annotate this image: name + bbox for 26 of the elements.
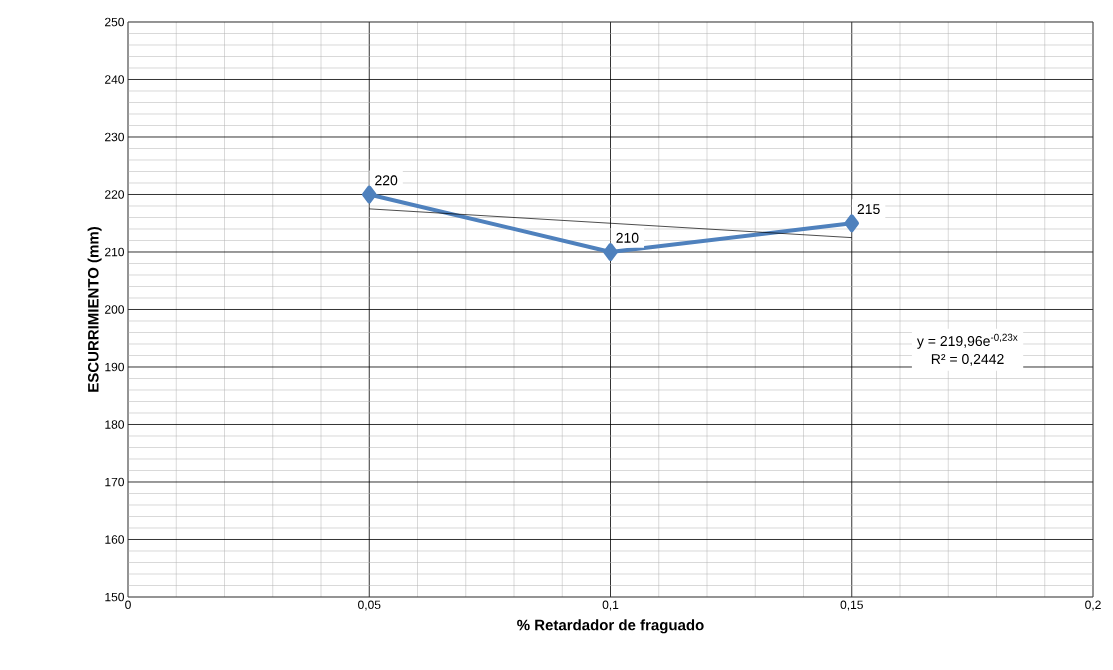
y-tick-label: 240 xyxy=(105,75,124,84)
y-tick-label: 220 xyxy=(105,190,124,199)
point xyxy=(362,185,377,204)
data-label: 220 xyxy=(375,175,398,186)
annotation: R² = 0,2442 xyxy=(931,354,1004,366)
y-tick-label: 150 xyxy=(105,592,124,602)
point xyxy=(844,214,860,233)
y-axis-title: ESCURRIMIENTO (mm) xyxy=(87,227,102,392)
y-tick-label: 160 xyxy=(105,535,124,544)
point xyxy=(603,243,618,261)
data-label: 215 xyxy=(857,204,880,215)
x-tick-label: 0,1 xyxy=(602,600,619,611)
y-tick-label: 210 xyxy=(105,247,124,257)
x-tick-label: 0 xyxy=(125,600,131,610)
y-tick-label: 170 xyxy=(105,477,124,487)
x-tick-label: 0,05 xyxy=(358,600,381,611)
x-tick-label: 0,2 xyxy=(1085,600,1101,611)
y-tick-label: 180 xyxy=(105,420,124,429)
y-tick-label: 230 xyxy=(105,132,124,142)
x-axis-title: % Retardador de fraguado xyxy=(517,619,704,634)
y-tick-label: 200 xyxy=(105,305,124,314)
data-label: 210 xyxy=(616,232,639,243)
x-tick-label: 0,15 xyxy=(840,600,863,611)
y-tick-label: 190 xyxy=(105,362,124,372)
annotation: y = 219,96e$^{-0,23x}$ xyxy=(916,333,1018,349)
y-tick-label: 250 xyxy=(105,17,124,27)
